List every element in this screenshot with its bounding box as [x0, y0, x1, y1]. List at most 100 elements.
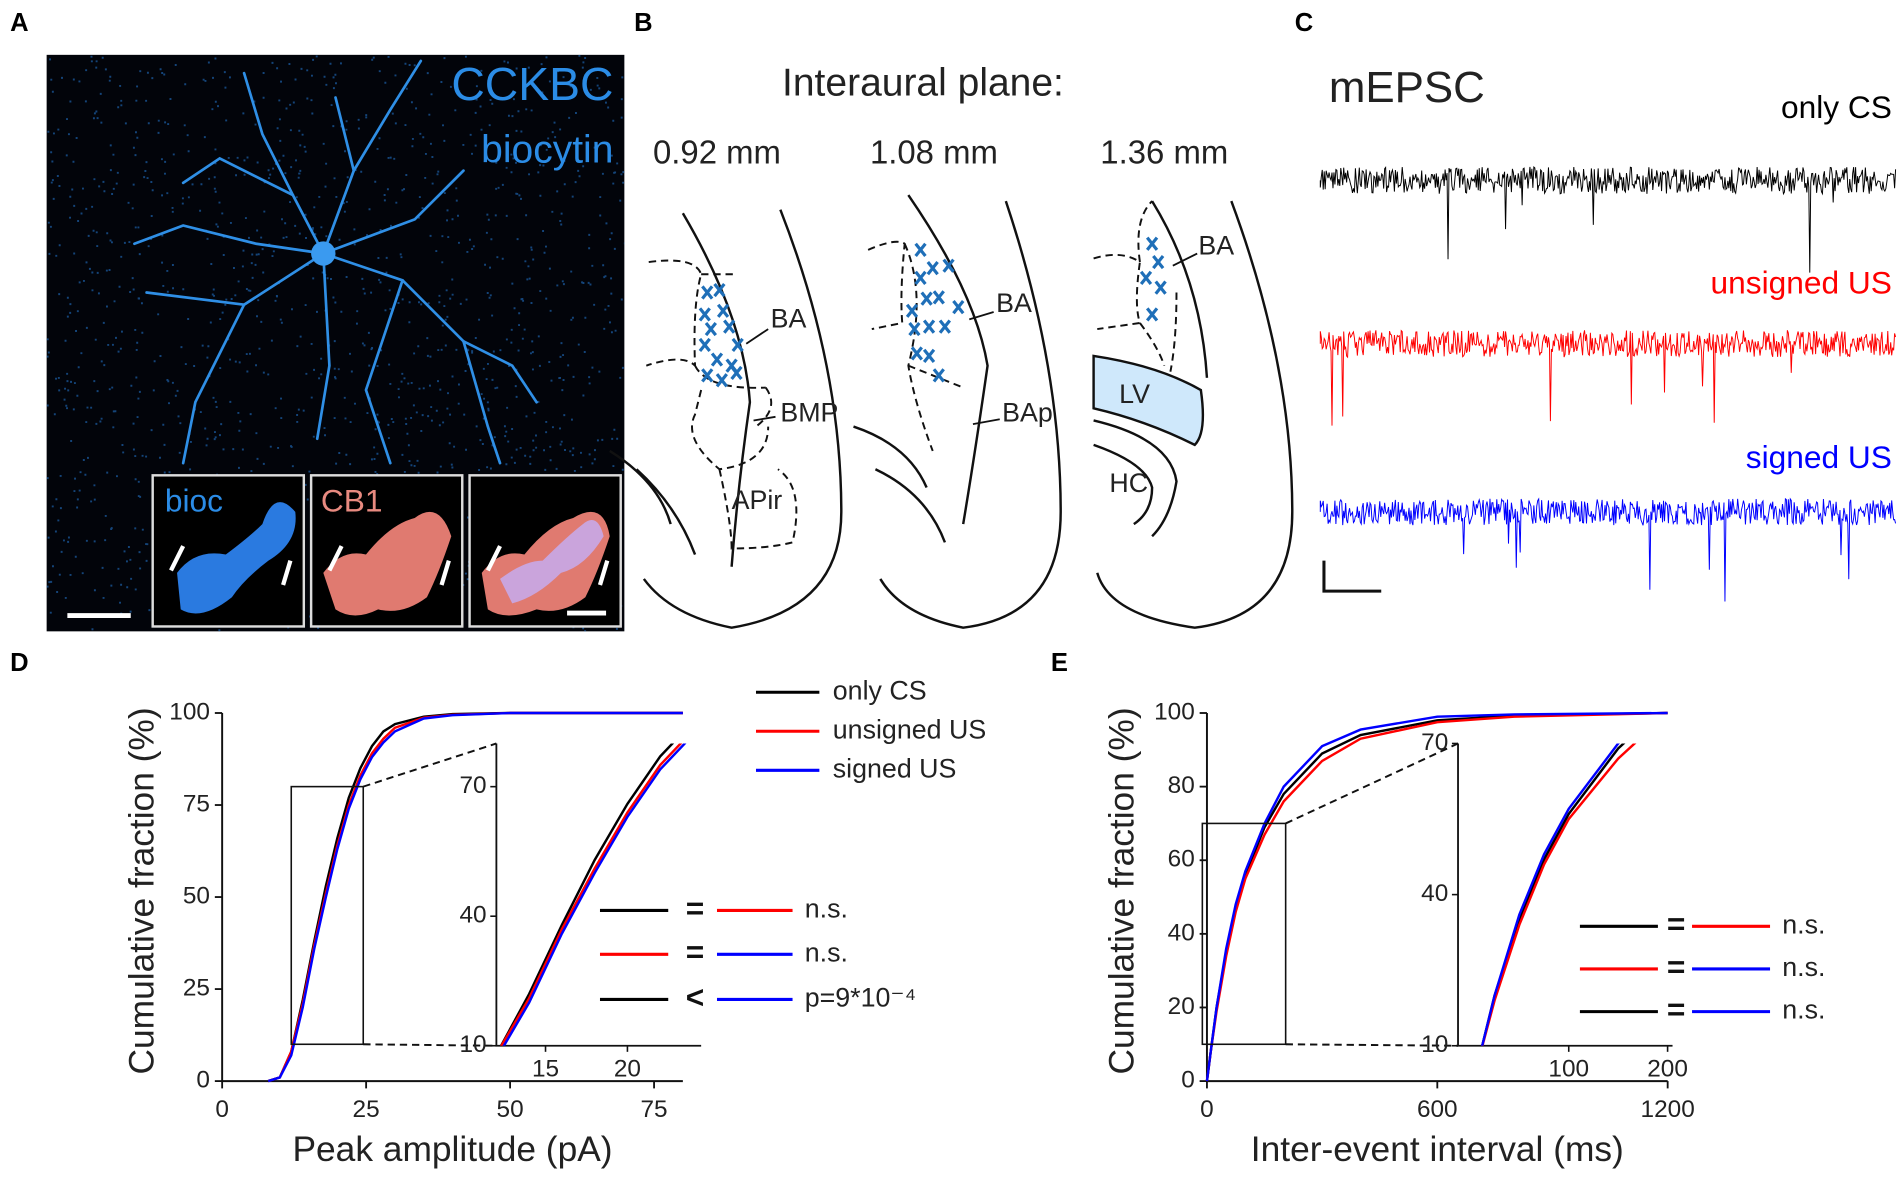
outline: [1096, 200, 1294, 629]
inset-axes: [1457, 743, 1673, 1047]
comparison-sign: =: [686, 934, 705, 970]
site-marker: [926, 261, 939, 276]
site-marker: [1139, 270, 1153, 285]
region-label: HC: [1109, 468, 1148, 498]
y-tick-label: 25: [183, 975, 210, 1002]
arrows: [169, 545, 610, 586]
inset-x-tick-label: 20: [614, 1056, 641, 1083]
site-marker: [910, 346, 923, 361]
trace-label: unsigned US: [1711, 265, 1892, 301]
pointer: [745, 328, 776, 422]
curve: [502, 743, 687, 1046]
section-label: 1.36 mm: [1100, 133, 1228, 170]
region-label: LV: [1119, 379, 1150, 409]
pointer: [1172, 252, 1198, 267]
site-marker: [922, 348, 936, 363]
zoom-lines: [1285, 742, 1459, 1047]
site-marker: [908, 321, 921, 337]
y-tick-label: 0: [1181, 1067, 1195, 1094]
panel-letter: B: [634, 9, 652, 37]
outline: [609, 449, 697, 555]
recording-sites: [698, 236, 1167, 388]
curve: [1480, 743, 1620, 1046]
legend-label: unsigned US: [833, 714, 986, 744]
x-tick-label: 75: [641, 1096, 668, 1123]
inset-y-tick-label: 10: [460, 1031, 487, 1058]
legend-label: signed US: [833, 753, 957, 783]
panel-letter: C: [1295, 9, 1313, 37]
site-marker: [723, 319, 736, 334]
site-marker: [914, 270, 927, 285]
outline: [907, 194, 989, 525]
panel-letter: A: [10, 9, 28, 37]
site-marker: [932, 290, 945, 305]
region-label: BA: [1198, 230, 1234, 260]
chart: 0 25 50 75 0 25 50 75 100 Peak amplitude (pA) Cumu…: [122, 675, 986, 1169]
site-marker: [952, 300, 965, 315]
site-marker: [704, 321, 718, 337]
comparison-sign: =: [686, 890, 705, 926]
x-axis-label: Inter-event interval (ms): [1251, 1130, 1624, 1169]
ventricle: [1092, 354, 1205, 447]
y-axis-label: Cumulative fraction (%): [1102, 707, 1141, 1074]
site-marker: [938, 319, 952, 334]
y-tick-label: 80: [1168, 772, 1195, 799]
panel-letter: D: [10, 649, 28, 677]
x-tick-label: 50: [497, 1096, 524, 1123]
pointer: [969, 311, 1000, 426]
inset-y-tick-label: 40: [460, 902, 487, 929]
region-label: BA: [996, 288, 1032, 318]
x-tick-label: 600: [1417, 1096, 1458, 1123]
zoom-lines: [362, 742, 497, 1047]
site-marker: [698, 307, 711, 322]
soma: [311, 241, 336, 266]
trace: [1319, 165, 1897, 273]
neuron: [133, 59, 538, 465]
section-label: 0.92 mm: [653, 133, 781, 170]
cell-type: CCKBC: [451, 58, 613, 110]
site-marker: [710, 352, 724, 367]
comparison-sign: =: [1667, 991, 1686, 1027]
inset-y-tick-label: 70: [460, 772, 487, 799]
outline: [1093, 419, 1178, 538]
curve: [267, 711, 683, 1083]
panel-letters: A B C D E: [10, 9, 1313, 677]
site-marker: [698, 337, 711, 353]
region-label: APir: [732, 485, 783, 515]
inset-x-tick-label: 200: [1647, 1056, 1688, 1083]
legend-label: only CS: [833, 675, 927, 705]
comparison-label: n.s.: [1782, 995, 1825, 1025]
outline: [681, 212, 752, 567]
trace-group: only CS unsigned US signed US: [1319, 89, 1897, 602]
y-axis-label: Cumulative fraction (%): [122, 707, 161, 1074]
y-tick-label: 100: [169, 698, 210, 725]
y-tick-label: 75: [183, 790, 210, 817]
zoom-box: [290, 785, 365, 1046]
inset-blobs: [177, 502, 610, 616]
region-label: BMP: [780, 397, 838, 427]
site-marker: [1152, 254, 1165, 270]
section-title: Interaural plane:: [782, 62, 1064, 105]
curve: [1480, 743, 1626, 1046]
x-axis-label: Peak amplitude (pA): [292, 1130, 612, 1169]
comparison-label: p=9*10⁻⁴: [805, 983, 916, 1013]
inset-x-tick-label: 100: [1548, 1056, 1589, 1083]
inset-y-tick-label: 40: [1421, 880, 1448, 907]
trace-title: mEPSC: [1329, 63, 1485, 112]
site-marker: [914, 242, 927, 257]
curve: [499, 743, 675, 1046]
zoom-box: [1201, 822, 1287, 1046]
outline: [879, 200, 1062, 629]
site-marker: [715, 373, 728, 388]
inset-label: bioc: [165, 483, 223, 519]
comparison-label: n.s.: [805, 937, 848, 967]
atlas-sections: Interaural plane: 0.92 mm 1.08 mm 1.36 m…: [609, 62, 1294, 629]
y-tick-label: 40: [1168, 919, 1195, 946]
traces: mEPSC only CS unsigned US signed US: [1319, 63, 1897, 602]
trace: [1319, 497, 1897, 602]
micrograph: CCKBC biocytin bioc CB1: [46, 54, 625, 632]
site-marker: [922, 319, 936, 334]
inset-label: CB1: [321, 483, 383, 519]
